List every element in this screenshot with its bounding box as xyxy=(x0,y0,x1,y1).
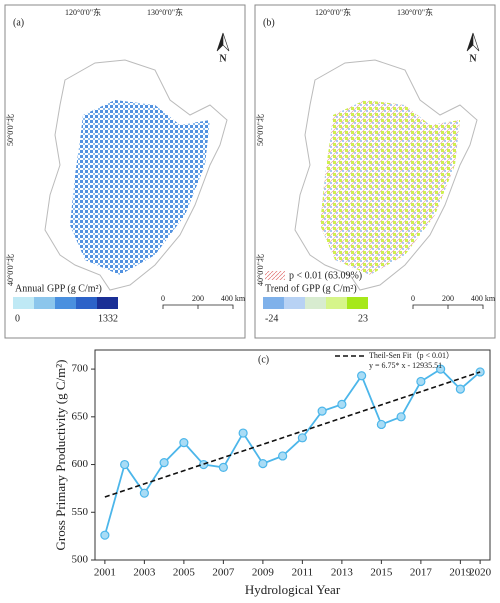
legend-swatch xyxy=(284,297,305,309)
legend-swatch xyxy=(13,297,34,309)
legend-title: Annual GPP (g C/m²) xyxy=(15,283,102,294)
y-tick-label: 600 xyxy=(72,458,89,470)
lon-label: 130°0'0"东 xyxy=(397,7,433,17)
legend-min: -24 xyxy=(265,313,278,324)
legend-max: 1332 xyxy=(98,313,118,324)
lat-label: 50°0'0"北 xyxy=(256,114,265,146)
data-point xyxy=(416,376,426,387)
x-tick-label: 2007 xyxy=(212,567,235,579)
scale-label: 200 xyxy=(192,294,204,303)
x-tick-label: 2015 xyxy=(370,567,393,579)
line-chart: (c) 500 550 600 650 700 2001 2003 2005 2007 2009 20… xyxy=(53,349,492,597)
x-tick-label: 2020 xyxy=(469,567,492,579)
north-label: N xyxy=(469,53,477,64)
legend-swatch xyxy=(347,297,368,309)
scale-label: 200 xyxy=(442,294,454,303)
data-point xyxy=(199,459,209,470)
north-arrow xyxy=(222,32,230,52)
y-axis-title: Gross Primary Productivity (g C/m²) xyxy=(53,360,68,551)
x-tick-label: 2005 xyxy=(173,567,196,579)
data-point xyxy=(258,458,268,469)
legend-fit-name: Theil-Sen Fit（p < 0.01） xyxy=(369,351,454,360)
x-tick-label: 2003 xyxy=(133,567,156,579)
data-point xyxy=(357,371,367,381)
plot-frame xyxy=(94,349,491,561)
data-point xyxy=(436,364,446,374)
legend-swatch xyxy=(55,297,76,309)
legend-swatch xyxy=(263,297,284,309)
data-point xyxy=(100,530,110,540)
scale-bar xyxy=(162,304,234,309)
panel-label: (b) xyxy=(263,17,275,28)
y-tick-label: 650 xyxy=(72,410,89,422)
x-tick-label: 2013 xyxy=(331,567,354,579)
hatch-swatch xyxy=(265,271,285,280)
legend-title: Trend of GPP (g C/m²) xyxy=(265,283,357,294)
x-tick-label: 2001 xyxy=(94,567,116,579)
lon-label: 120°0'0"东 xyxy=(315,7,351,17)
gpp-raster xyxy=(70,100,210,275)
fit-line xyxy=(104,371,481,498)
y-tick-label: 550 xyxy=(72,506,89,518)
north-label: N xyxy=(219,53,227,64)
y-tick-label: 700 xyxy=(72,363,89,375)
data-point xyxy=(297,433,307,443)
scale-bar xyxy=(412,304,484,309)
significance-label: p < 0.01 (63.09%) xyxy=(289,270,362,281)
x-tick-label: 2009 xyxy=(252,567,275,579)
lat-label: 40°0'0"北 xyxy=(256,254,265,286)
legend-swatch xyxy=(97,297,118,309)
data-point xyxy=(218,462,228,473)
lat-label: 50°0'0"北 xyxy=(6,114,15,146)
data-point xyxy=(317,406,327,416)
data-point xyxy=(179,437,189,448)
data-line xyxy=(104,367,481,536)
data-point xyxy=(120,459,130,470)
map-panel: (a) 120°0'0"东 130°0'0"东 50°0'0"北 40°0'0"北 N An… xyxy=(4,4,246,339)
scale-label: 0 xyxy=(411,294,415,303)
map-panel: (b) 120°0'0"东 130°0'0"东 50°0'0"北 40°0'0"北 Np … xyxy=(254,4,496,339)
legend-fit-equation: y = 6.75* x - 12935.51 xyxy=(369,361,442,370)
lat-label: 40°0'0"北 xyxy=(6,254,15,286)
legend-swatch xyxy=(76,297,97,309)
data-point xyxy=(278,451,288,461)
legend-max: 23 xyxy=(358,313,368,324)
y-tick-label: 500 xyxy=(72,554,89,566)
legend-swatch xyxy=(326,297,347,309)
trend-raster xyxy=(320,100,460,275)
data-point xyxy=(159,458,169,468)
scale-label: 0 xyxy=(161,294,165,303)
data-point xyxy=(376,419,386,430)
x-tick-label: 2017 xyxy=(410,567,433,579)
data-point xyxy=(455,384,465,394)
x-axis-title: Hydrological Year xyxy=(245,582,341,597)
scale-label: 400 km xyxy=(221,294,246,303)
legend-swatch xyxy=(34,297,55,309)
x-tick-label: 2019 xyxy=(449,567,472,579)
data-point xyxy=(396,412,406,422)
panel-label: (c) xyxy=(258,354,269,365)
north-arrow xyxy=(472,32,480,52)
panel-label: (a) xyxy=(13,17,24,28)
legend-min: 0 xyxy=(15,313,20,324)
lon-label: 120°0'0"东 xyxy=(65,7,101,17)
data-point xyxy=(337,399,347,410)
scale-label: 400 km xyxy=(471,294,496,303)
x-tick-label: 2011 xyxy=(292,567,314,579)
legend-swatch xyxy=(305,297,326,309)
data-point xyxy=(139,488,149,498)
lon-label: 130°0'0"东 xyxy=(147,7,183,17)
data-point xyxy=(238,428,248,438)
